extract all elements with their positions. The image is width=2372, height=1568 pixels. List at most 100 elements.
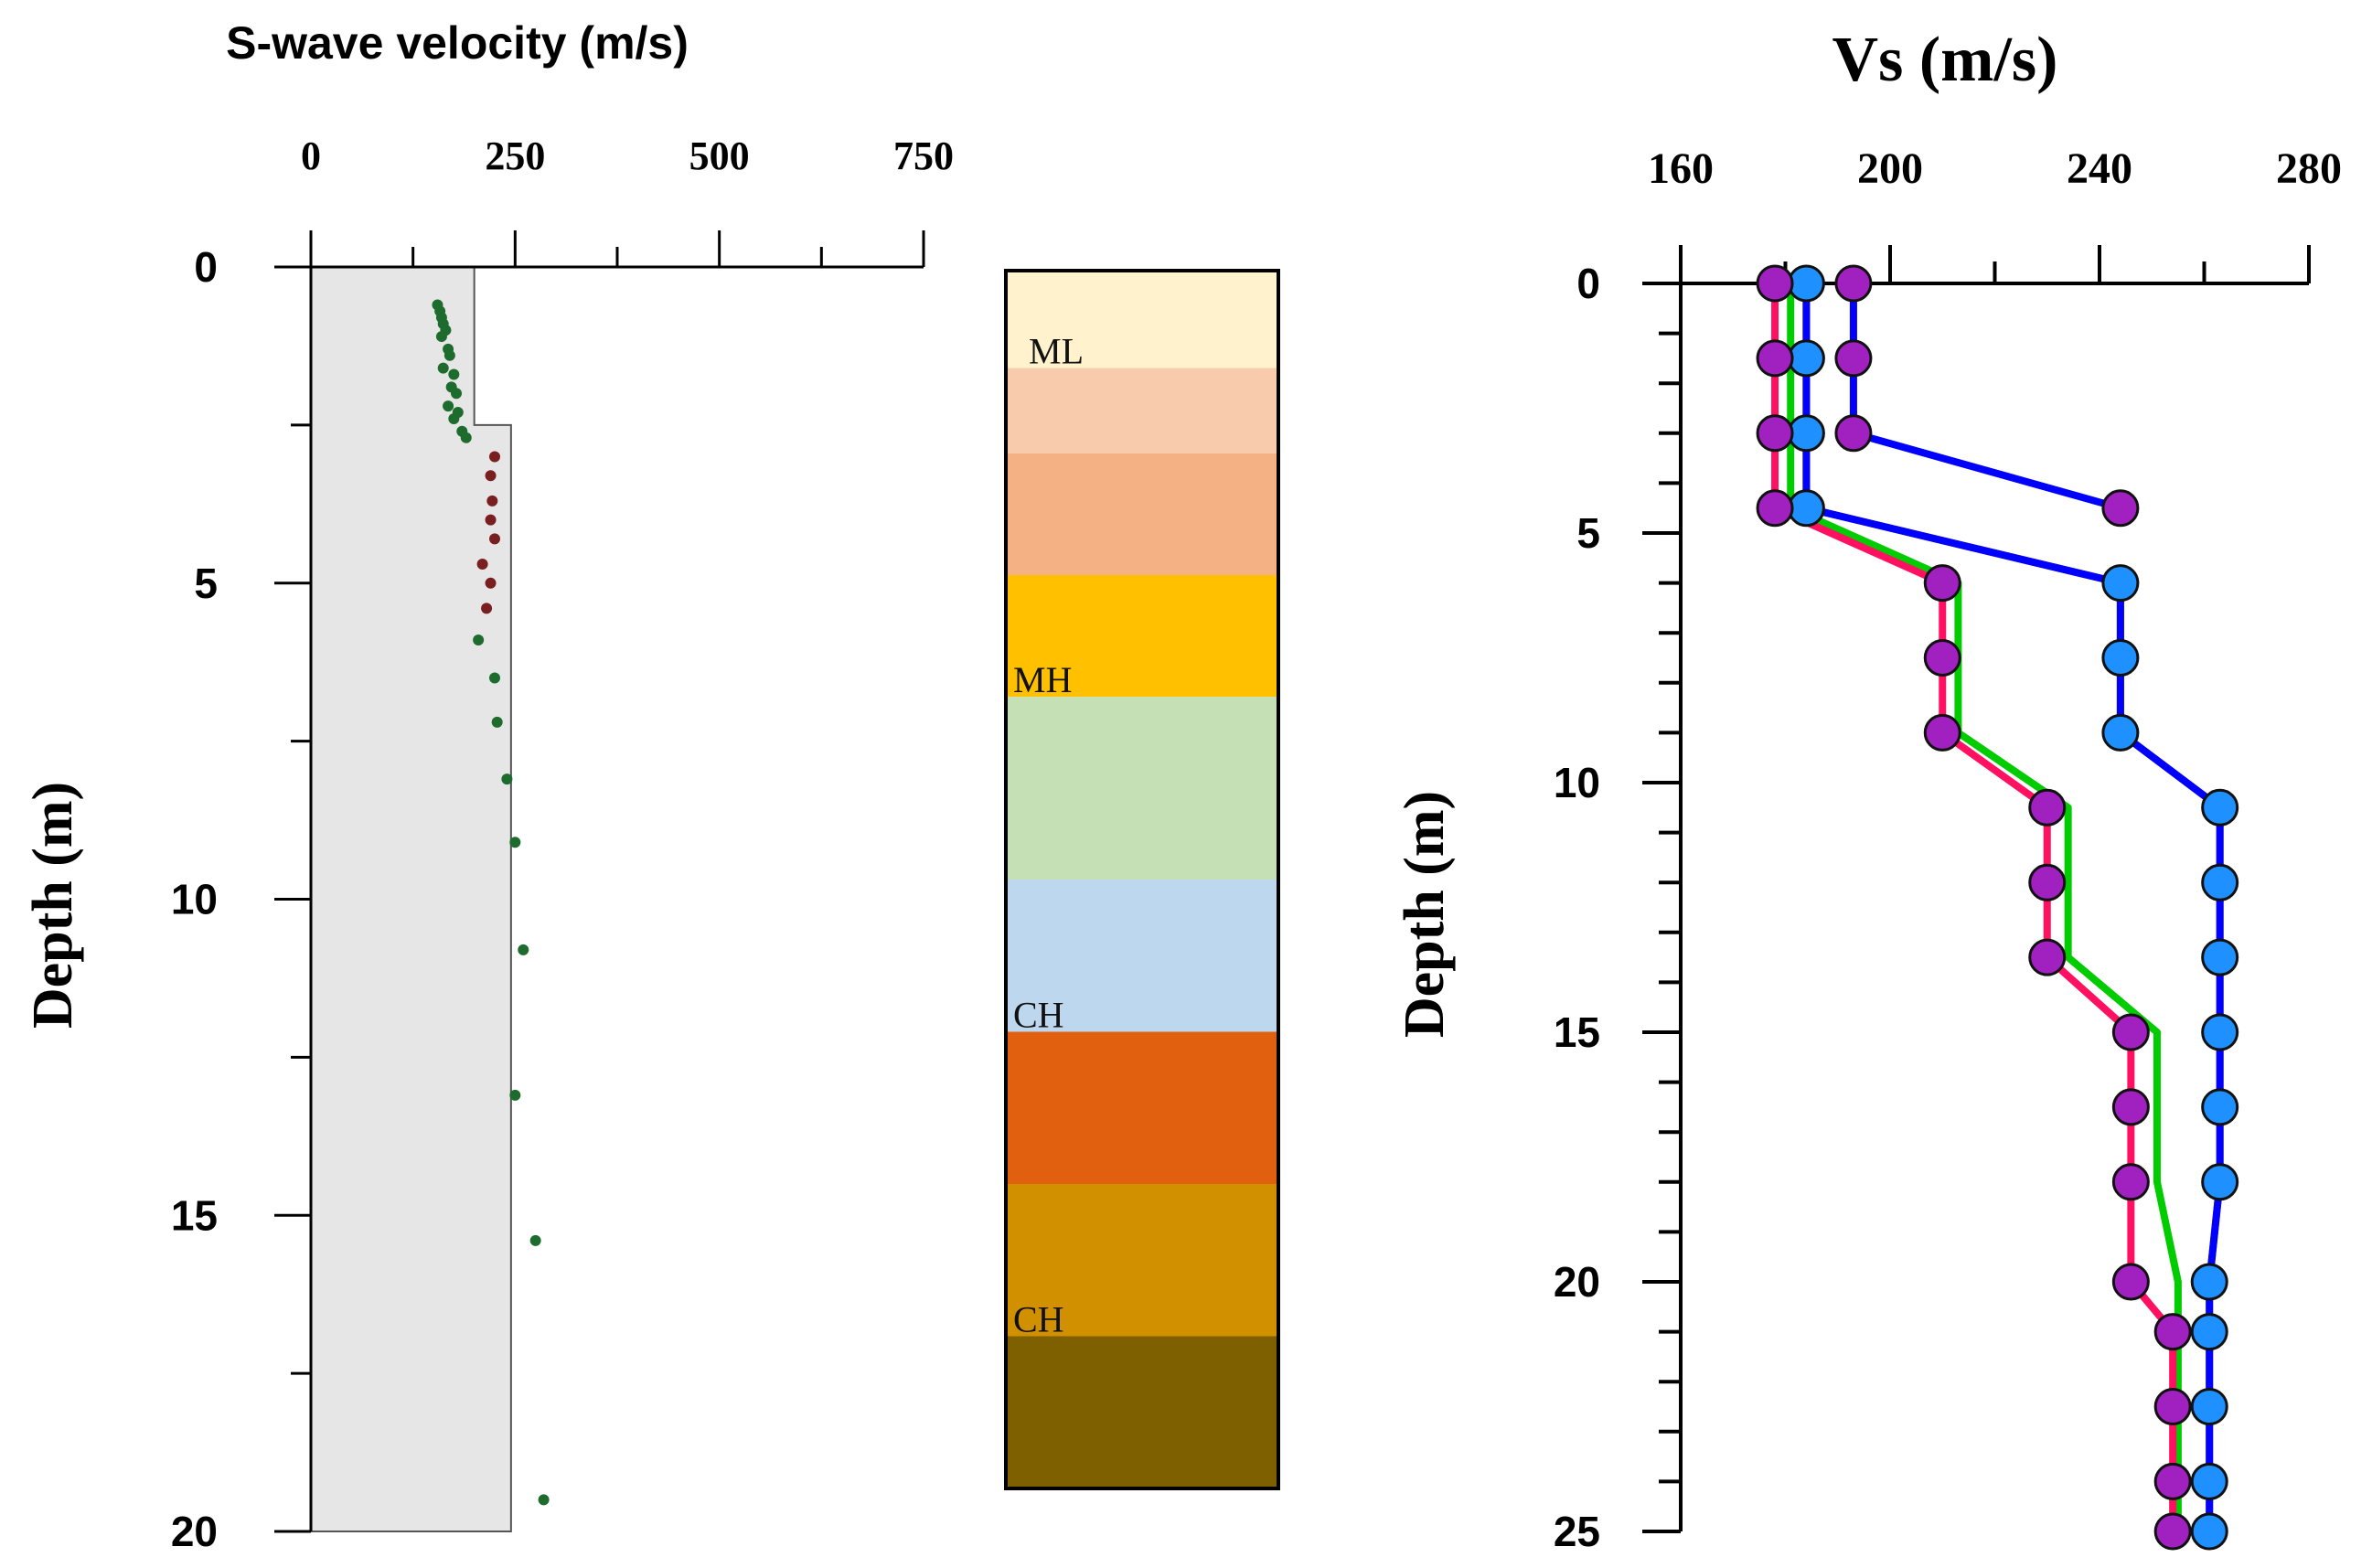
data-point	[518, 944, 529, 955]
left-y-tick-label: 0	[194, 243, 218, 291]
data-point	[529, 1234, 541, 1246]
vs-profile-area	[310, 266, 512, 1532]
series-marker-blue	[1787, 264, 1825, 303]
series-marker-red	[2028, 788, 2067, 827]
soil-layer-label: ML	[1029, 331, 1084, 372]
series-marker-blue	[2101, 639, 2140, 677]
soil-layer	[1006, 880, 1278, 1032]
series-marker-red	[2028, 863, 2067, 901]
series-line-blue-high	[1849, 283, 2121, 512]
data-point	[485, 514, 497, 526]
data-point	[509, 837, 521, 848]
series-marker-blue	[2190, 1462, 2228, 1500]
right-y-tick-label: 0	[1576, 260, 1600, 307]
series-line-blue	[1802, 283, 2224, 1531]
left-ylabel: Depth (m)	[22, 782, 84, 1029]
series-marker-red	[1756, 339, 1794, 378]
soil-layer	[1006, 368, 1278, 453]
soil-layer-label: MH	[1013, 659, 1072, 700]
soil-layer-label: CH	[1013, 995, 1064, 1036]
right-y-tick-label: 20	[1554, 1258, 1600, 1306]
right-x-tick-label: 200	[1857, 144, 1923, 193]
left-title: S-wave velocity (m/s)	[226, 17, 689, 69]
series-line-brown	[1802, 283, 2224, 1531]
data-point	[485, 470, 497, 482]
series-marker-blue	[2190, 1263, 2228, 1301]
left-x-tick-label: 500	[689, 133, 750, 178]
data-point	[460, 432, 472, 443]
right-y-tick-label: 15	[1554, 1008, 1600, 1056]
series-marker-red	[2153, 1512, 2192, 1551]
data-point	[489, 533, 500, 545]
series-marker-blue-high	[1834, 264, 1873, 303]
data-point	[489, 672, 500, 684]
data-point	[491, 716, 503, 728]
series-marker-red	[2028, 938, 2067, 976]
right-y-tick-label: 25	[1554, 1508, 1600, 1555]
series-marker-red	[1756, 264, 1794, 303]
data-point	[489, 451, 500, 463]
series-marker-blue	[2190, 1388, 2228, 1425]
series-marker-red	[1923, 639, 1961, 677]
soil-layer-label: CH	[1013, 1299, 1064, 1340]
left-x-tick-label: 0	[301, 133, 321, 178]
data-point	[443, 400, 454, 412]
data-point	[509, 1089, 521, 1101]
series-marker-blue-high	[2101, 489, 2140, 528]
series-marker-blue	[2190, 1313, 2228, 1351]
left-x-tick-label: 250	[485, 133, 545, 178]
data-point	[451, 388, 463, 400]
data-point	[538, 1494, 550, 1506]
series-marker-red	[1923, 564, 1961, 603]
right-y-tick-label: 5	[1576, 509, 1600, 557]
series-marker-blue	[2201, 788, 2239, 827]
right-y-tick-label: 10	[1554, 759, 1600, 806]
series-marker-blue	[2201, 1088, 2239, 1126]
series-marker-red	[2153, 1388, 2192, 1425]
right-ylabel: Depth (m)	[1394, 791, 1456, 1038]
soil-layer	[1006, 271, 1278, 368]
data-point	[485, 577, 497, 589]
series-marker-red	[1756, 489, 1794, 528]
left-y-tick-label: 20	[171, 1508, 218, 1555]
data-point	[437, 362, 449, 374]
series-marker-blue	[2190, 1512, 2228, 1551]
soil-layer	[1006, 1336, 1278, 1488]
data-point	[476, 559, 488, 571]
left-y-tick-label: 15	[171, 1191, 218, 1239]
series-marker-red	[2153, 1462, 2192, 1500]
data-point	[448, 412, 460, 424]
right-x-tick-label: 160	[1648, 144, 1714, 193]
data-point	[443, 349, 455, 361]
series-marker-blue	[1787, 339, 1825, 378]
data-point	[501, 773, 513, 785]
data-point	[486, 495, 498, 507]
series-marker-blue-high	[1834, 414, 1873, 453]
series-marker-blue	[2201, 1163, 2239, 1201]
series-marker-blue	[1787, 489, 1825, 528]
right-x-tick-label: 240	[2067, 144, 2132, 193]
left-x-tick-label: 750	[893, 133, 954, 178]
right-panel: Vs (m/s) Depth (m) 160 200 240 280 0 5 10 15 20 2…	[1394, 25, 2342, 1555]
soil-layer	[1006, 1184, 1278, 1337]
series-marker-blue	[2101, 713, 2140, 752]
right-title: Vs (m/s)	[1832, 25, 2058, 95]
right-x-tick-label: 280	[2276, 144, 2342, 193]
series-marker-red	[2111, 1263, 2150, 1301]
series-marker-blue-high	[1834, 339, 1873, 378]
soil-layer	[1006, 575, 1278, 698]
soil-layer	[1006, 697, 1278, 880]
series-marker-blue	[2201, 1013, 2239, 1051]
data-point	[481, 603, 493, 614]
soil-layer	[1006, 1031, 1278, 1184]
soil-column: ML MH CH CH	[1004, 269, 1280, 1490]
series-marker-blue	[2201, 938, 2239, 976]
series-marker-blue	[1787, 414, 1825, 453]
data-point	[473, 634, 485, 645]
series-marker-red	[1756, 414, 1794, 453]
data-point	[435, 331, 447, 343]
left-y-tick-label: 5	[194, 560, 218, 607]
left-y-tick-label: 10	[171, 876, 218, 923]
